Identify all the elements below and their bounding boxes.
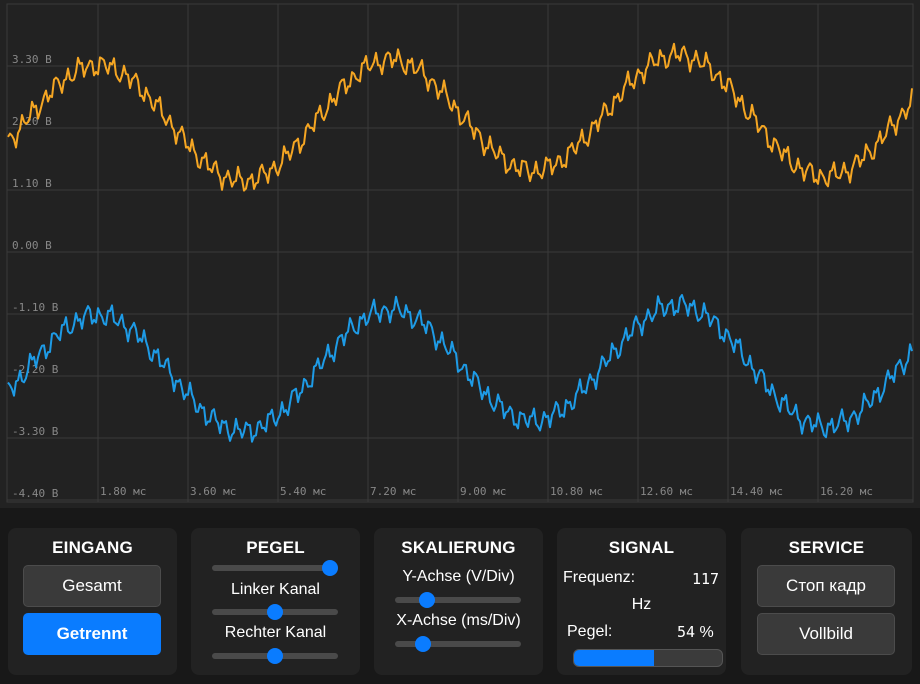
left-channel-label: Linker Kanal [231, 581, 320, 598]
y-tick-label: -1.10 В [12, 301, 59, 314]
master-level-thumb[interactable] [322, 560, 339, 576]
control-panels: EINGANG Gesamt Getrennt PEGEL Linker Kan… [8, 528, 912, 675]
x-tick-label: 3.60 мс [190, 485, 236, 498]
pegel-value: 54 [677, 623, 696, 641]
right-channel-slider[interactable] [212, 648, 338, 664]
freeze-frame-button[interactable]: Стоп кадр [757, 565, 895, 607]
x-axis-label: X-Achse (ms/Div) [396, 612, 521, 629]
right-channel-thumb[interactable] [267, 648, 283, 664]
service-panel: SERVICE Стоп кадр Vollbild [741, 528, 912, 675]
right-channel-trace [7, 294, 913, 443]
skalierung-title: SKALIERUNG [401, 538, 516, 557]
master-level-track [212, 565, 338, 571]
oscilloscope-svg: 3.30 В 2.20 В 1.10 В 0.00 В -1.10 В -2.20 В -3… [6, 3, 914, 503]
y-axis-slider[interactable] [395, 592, 521, 608]
x-axis-thumb[interactable] [414, 636, 431, 652]
right-channel-label: Rechter Kanal [224, 624, 327, 641]
frequency-label: Frequenz: [563, 569, 636, 586]
x-tick-label: 5.40 мс [280, 485, 326, 498]
left-channel-slider[interactable] [212, 604, 338, 620]
eingang-title: EINGANG [52, 538, 133, 557]
getrennt-button[interactable]: Getrennt [23, 613, 161, 655]
x-axis-track [395, 641, 521, 647]
gesamt-button[interactable]: Gesamt [23, 565, 161, 607]
pegel-readout: 54 % [677, 623, 714, 642]
y-tick-label: 1.10 В [12, 177, 52, 190]
x-tick-label: 7.20 мс [370, 485, 416, 498]
oscilloscope-display: 3.30 В 2.20 В 1.10 В 0.00 В -1.10 В -2.20 В -3… [6, 3, 914, 503]
y-tick-label: -3.30 В [12, 425, 59, 438]
x-tick-label: 10.80 мс [550, 485, 603, 498]
y-tick-label: 3.30 В [12, 53, 52, 66]
x-tick-label: 12.60 мс [640, 485, 693, 498]
x-tick-label: 9.00 мс [460, 485, 506, 498]
level-meter [573, 649, 723, 667]
y-tick-label: 0.00 В [12, 239, 52, 252]
eingang-panel: EINGANG Gesamt Getrennt [8, 528, 177, 675]
x-axis-slider[interactable] [395, 636, 521, 652]
y-tick-label: -4.40 В [12, 487, 59, 500]
skalierung-panel: SKALIERUNG Y-Achse (V/Div) X-Achse (ms/D… [374, 528, 543, 675]
pegel-title: PEGEL [246, 538, 305, 557]
y-axis-label: Y-Achse (V/Div) [402, 568, 515, 585]
service-title: SERVICE [788, 538, 865, 557]
frequency-unit: Hz [631, 596, 652, 613]
plot-frame [6, 3, 914, 503]
y-tick-label: -2.20 В [12, 363, 59, 376]
x-tick-label: 16.20 мс [820, 485, 873, 498]
y-axis-track [395, 597, 521, 603]
pegel-panel: PEGEL Linker Kanal Rechter Kanal [191, 528, 360, 675]
y-axis-thumb[interactable] [418, 592, 435, 608]
left-channel-trace [7, 42, 913, 192]
signal-title: SIGNAL [608, 538, 675, 557]
x-tick-label: 14.40 мс [730, 485, 783, 498]
y-tick-label: 2.20 В [12, 115, 52, 128]
level-meter-fill [574, 650, 654, 666]
signal-panel: SIGNAL Frequenz: 117 Hz Pegel: 54 % [557, 528, 726, 675]
left-channel-thumb[interactable] [267, 604, 283, 620]
frequency-value: 117 [692, 570, 720, 588]
pegel-unit: % [699, 624, 714, 641]
fullscreen-button[interactable]: Vollbild [757, 613, 895, 655]
pegel-label: Pegel: [567, 623, 613, 640]
master-level-slider[interactable] [212, 560, 339, 576]
x-tick-label: 1.80 мс [100, 485, 146, 498]
